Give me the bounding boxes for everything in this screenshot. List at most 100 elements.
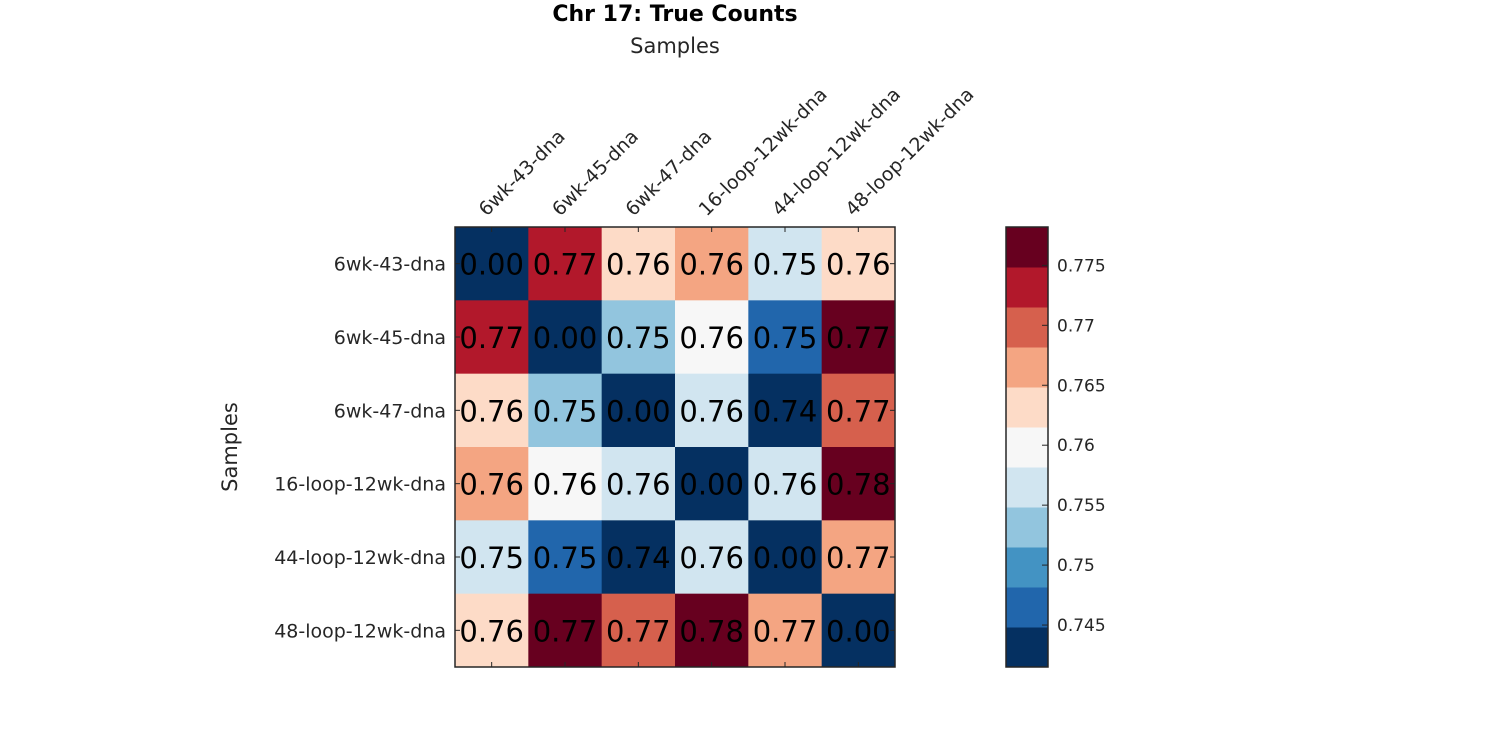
colorbar-segment bbox=[1006, 387, 1048, 428]
y-tick-label: 6wk-45-dna bbox=[334, 327, 446, 349]
cell-value-label: 0.00 bbox=[606, 394, 671, 428]
cell-value-label: 0.74 bbox=[606, 541, 671, 575]
colorbar-segment bbox=[1006, 347, 1048, 388]
heatmap-cell bbox=[601, 373, 676, 448]
heatmap-cell bbox=[528, 227, 603, 301]
colorbar-tick-label: 0.75 bbox=[1057, 556, 1095, 576]
heatmap-cell bbox=[675, 447, 749, 521]
heatmap-cell bbox=[455, 300, 529, 375]
heatmap-cell bbox=[528, 373, 603, 448]
heatmap-cell bbox=[455, 593, 529, 668]
cell-value-label: 0.77 bbox=[533, 248, 598, 282]
heatmap-cell bbox=[748, 373, 823, 448]
cell-value-label: 0.00 bbox=[533, 321, 598, 355]
cell-value-label: 0.78 bbox=[679, 614, 744, 648]
cell-value-label: 0.76 bbox=[826, 248, 891, 282]
colorbar-segment bbox=[1006, 587, 1048, 628]
colorbar-segment bbox=[1006, 267, 1048, 308]
cell-value-label: 0.78 bbox=[826, 468, 891, 502]
heatmap-cell bbox=[528, 300, 603, 375]
cell-value-label: 0.76 bbox=[679, 248, 744, 282]
y-tick-label: 6wk-47-dna bbox=[334, 400, 446, 422]
heatmap-cell bbox=[528, 593, 603, 668]
heatmap-cell bbox=[748, 447, 823, 521]
cell-value-label: 0.75 bbox=[753, 321, 818, 355]
cell-value-label: 0.75 bbox=[753, 248, 818, 282]
plot-frame bbox=[454, 226, 896, 668]
cell-value-label: 0.76 bbox=[459, 394, 524, 428]
colorbar: 0.745 0.75 0.755 0.76 0.765 0.77 0.775 bbox=[1005, 226, 1106, 668]
heatmap-cell bbox=[821, 520, 896, 595]
cell-value-label: 0.76 bbox=[679, 321, 744, 355]
x-tick-label: 48-loop-12wk-dna bbox=[841, 83, 978, 220]
cell-value-label: 0.76 bbox=[606, 248, 671, 282]
heatmap-cell bbox=[821, 447, 896, 521]
heatmap-cell bbox=[675, 520, 749, 595]
colorbar-tick-label: 0.765 bbox=[1057, 376, 1106, 396]
heatmap-cell bbox=[748, 593, 823, 668]
cell-value-label: 0.75 bbox=[533, 541, 598, 575]
cell-value-label: 0.77 bbox=[533, 614, 598, 648]
heatmap-cell bbox=[821, 373, 896, 448]
y-tick-label: 48-loop-12wk-dna bbox=[274, 620, 446, 642]
heatmap-cell bbox=[675, 300, 749, 375]
heatmap-cell bbox=[601, 300, 676, 375]
heatmap-cell bbox=[455, 373, 529, 448]
cell-value-label: 0.76 bbox=[753, 468, 818, 502]
colorbar-segment bbox=[1006, 627, 1048, 668]
colorbar-segment bbox=[1006, 547, 1048, 588]
cell-value-label: 0.00 bbox=[459, 248, 524, 282]
heatmap-cells: 0.00 0.77 0.76 0.76 0.75 0.760.77 0.00 0.75 0.76… bbox=[454, 226, 896, 668]
heatmap-cell bbox=[675, 227, 749, 301]
heatmap-cell bbox=[675, 373, 749, 448]
cell-value-label: 0.00 bbox=[826, 614, 891, 648]
colorbar-segment bbox=[1006, 307, 1048, 348]
colorbar-tick-label: 0.76 bbox=[1057, 436, 1095, 456]
colorbar-tick-label: 0.745 bbox=[1057, 616, 1106, 636]
heatmap-cell bbox=[528, 447, 603, 521]
y-axis-label: Samples bbox=[218, 402, 242, 492]
heatmap-cell bbox=[601, 447, 676, 521]
cell-value-label: 0.77 bbox=[826, 541, 891, 575]
y-tick-labels: 6wk-43-dna 6wk-45-dna 6wk-47-dna 16-loop-12… bbox=[274, 254, 446, 643]
heatmap-cell bbox=[748, 300, 823, 375]
heatmap-cell bbox=[821, 300, 896, 375]
colorbar-tick-label: 0.77 bbox=[1057, 316, 1095, 336]
heatmap-cell bbox=[528, 520, 603, 595]
cell-value-label: 0.75 bbox=[533, 394, 598, 428]
y-tick-label: 44-loop-12wk-dna bbox=[274, 547, 446, 569]
cell-value-label: 0.75 bbox=[459, 541, 524, 575]
heatmap-cell bbox=[821, 227, 896, 301]
heatmap-cell bbox=[455, 520, 529, 595]
y-tick-label: 16-loop-12wk-dna bbox=[274, 474, 446, 496]
cell-value-label: 0.00 bbox=[753, 541, 818, 575]
colorbar-frame bbox=[1005, 226, 1049, 668]
heatmap-cell bbox=[601, 593, 676, 668]
colorbar-segment bbox=[1006, 227, 1048, 268]
cell-value-label: 0.00 bbox=[679, 468, 744, 502]
cell-value-label: 0.77 bbox=[826, 321, 891, 355]
x-tick-label: 16-loop-12wk-dna bbox=[695, 83, 832, 220]
x-tick-label: 44-loop-12wk-dna bbox=[768, 83, 905, 220]
cell-value-label: 0.76 bbox=[606, 468, 671, 502]
heatmap-cell bbox=[748, 227, 823, 301]
cell-value-label: 0.77 bbox=[459, 321, 524, 355]
heatmap-cell bbox=[748, 520, 823, 595]
cell-value-label: 0.76 bbox=[679, 394, 744, 428]
heatmap-cell bbox=[821, 593, 896, 668]
colorbar-segment bbox=[1006, 507, 1048, 548]
x-tick-labels: 6wk-43-dna6wk-45-dna6wk-47-dna16-loop-12… bbox=[475, 83, 979, 220]
colorbar-tick-label: 0.775 bbox=[1057, 256, 1106, 276]
colorbar-segment bbox=[1006, 427, 1048, 468]
heatmap-cell bbox=[601, 227, 676, 301]
heatmap-cell bbox=[455, 447, 529, 521]
cell-value-label: 0.75 bbox=[606, 321, 671, 355]
heatmap-cell bbox=[675, 593, 749, 668]
cell-value-label: 0.76 bbox=[459, 614, 524, 648]
cell-value-label: 0.76 bbox=[533, 468, 598, 502]
colorbar-segment bbox=[1006, 467, 1048, 508]
chart-title: Chr 17: True Counts bbox=[552, 2, 797, 27]
cell-value-label: 0.74 bbox=[753, 394, 818, 428]
y-tick-label: 6wk-43-dna bbox=[334, 254, 446, 276]
